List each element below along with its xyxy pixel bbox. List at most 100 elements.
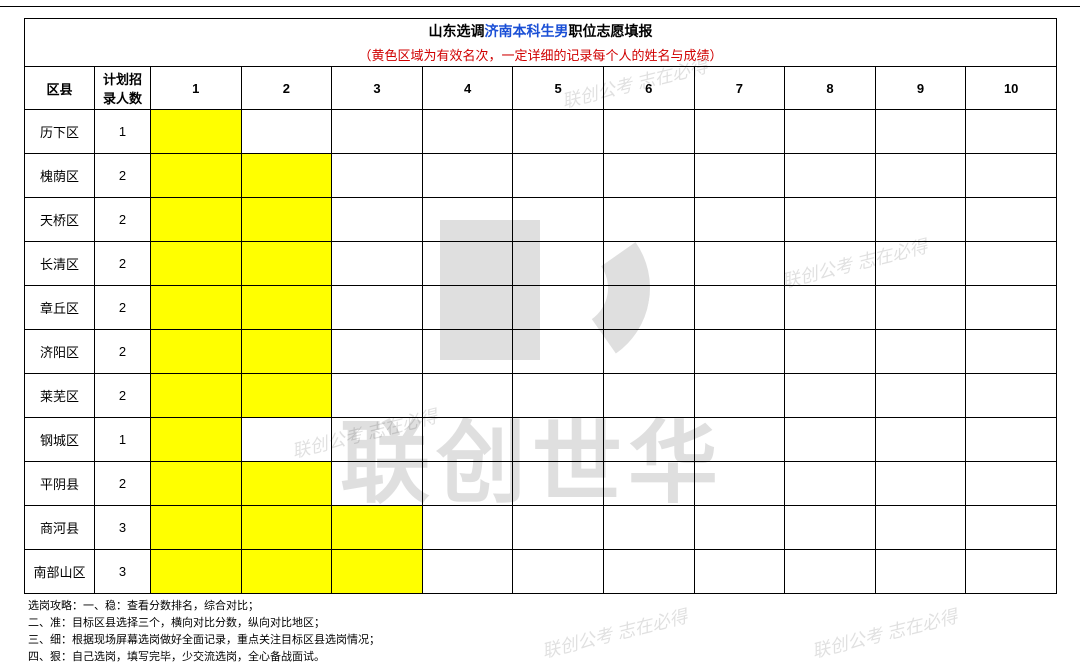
cell-plan: 2 [95,330,151,374]
cell-plan: 3 [95,550,151,594]
cell-rank [603,154,694,198]
cell-rank [875,418,966,462]
cell-rank [241,286,332,330]
cell-rank [422,462,513,506]
cell-rank [241,242,332,286]
cell-district: 槐荫区 [25,154,95,198]
cell-district: 济阳区 [25,330,95,374]
cell-rank [966,462,1057,506]
col-rank-7: 7 [694,67,785,110]
cell-rank [422,198,513,242]
title-highlight: 济南本科生男 [485,23,569,39]
cell-rank [603,286,694,330]
cell-rank [422,286,513,330]
cell-district: 天桥区 [25,198,95,242]
cell-rank [694,286,785,330]
col-rank-5: 5 [513,67,604,110]
cell-plan: 1 [95,110,151,154]
cell-rank [694,330,785,374]
col-rank-1: 1 [151,67,242,110]
note-line: 三、细：根据现场屏幕选岗做好全面记录，重点关注目标区县选岗情况； [28,632,380,649]
cell-rank [603,198,694,242]
cell-rank [151,330,242,374]
cell-rank [694,242,785,286]
cell-plan: 2 [95,374,151,418]
cell-rank [785,418,876,462]
cell-rank [603,110,694,154]
cell-rank [151,242,242,286]
cell-rank [694,374,785,418]
cell-rank [513,110,604,154]
col-district: 区县 [25,67,95,110]
cell-rank [151,286,242,330]
cell-rank [151,154,242,198]
cell-rank [332,462,423,506]
cell-rank [875,110,966,154]
cell-rank [513,286,604,330]
cell-rank [694,506,785,550]
cell-rank [603,550,694,594]
col-rank-9: 9 [875,67,966,110]
cell-rank [966,154,1057,198]
cell-rank [332,330,423,374]
table-row: 济阳区2 [25,330,1057,374]
cell-rank [513,154,604,198]
cell-rank [422,550,513,594]
cell-district: 历下区 [25,110,95,154]
cell-rank [694,110,785,154]
cell-rank [966,242,1057,286]
subtitle-text: （黄色区域为有效名次，一定详细的记录每个人的姓名与成绩） [358,48,722,63]
cell-rank [151,506,242,550]
cell-rank [332,506,423,550]
cell-rank [694,198,785,242]
cell-rank [513,330,604,374]
cell-rank [241,418,332,462]
table-row: 槐荫区2 [25,154,1057,198]
cell-rank [241,110,332,154]
cell-rank [332,198,423,242]
cell-rank [241,462,332,506]
cell-rank [785,374,876,418]
cell-rank [785,154,876,198]
watermark-text: 联创公考 志在必得 [539,602,690,663]
cell-rank [966,110,1057,154]
cell-rank [785,110,876,154]
cell-rank [966,330,1057,374]
cell-rank [785,506,876,550]
table-row: 钢城区1 [25,418,1057,462]
table-row: 章丘区2 [25,286,1057,330]
table-row: 平阴县2 [25,462,1057,506]
cell-district: 商河县 [25,506,95,550]
cell-rank [875,506,966,550]
cell-district: 钢城区 [25,418,95,462]
col-plan: 计划招录人数 [95,67,151,110]
cell-rank [422,110,513,154]
cell-rank [151,110,242,154]
cell-rank [875,154,966,198]
cell-rank [694,462,785,506]
table-row: 商河县3 [25,506,1057,550]
cell-rank [785,198,876,242]
cell-rank [603,506,694,550]
cell-rank [603,418,694,462]
cell-rank [966,506,1057,550]
cell-rank [422,242,513,286]
cell-rank [966,286,1057,330]
cell-rank [332,286,423,330]
cell-rank [422,418,513,462]
cell-rank [513,374,604,418]
table-row: 天桥区2 [25,198,1057,242]
cell-rank [694,418,785,462]
cell-district: 平阴县 [25,462,95,506]
cell-rank [603,374,694,418]
cell-rank [332,242,423,286]
table-row: 南部山区3 [25,550,1057,594]
col-rank-10: 10 [966,67,1057,110]
cell-rank [151,550,242,594]
cell-rank [875,374,966,418]
cell-rank [422,330,513,374]
cell-rank [966,198,1057,242]
cell-rank [875,462,966,506]
worksheet: 山东选调济南本科生男职位志愿填报 （黄色区域为有效名次，一定详细的记录每个人的姓… [24,18,1056,594]
cell-district: 南部山区 [25,550,95,594]
